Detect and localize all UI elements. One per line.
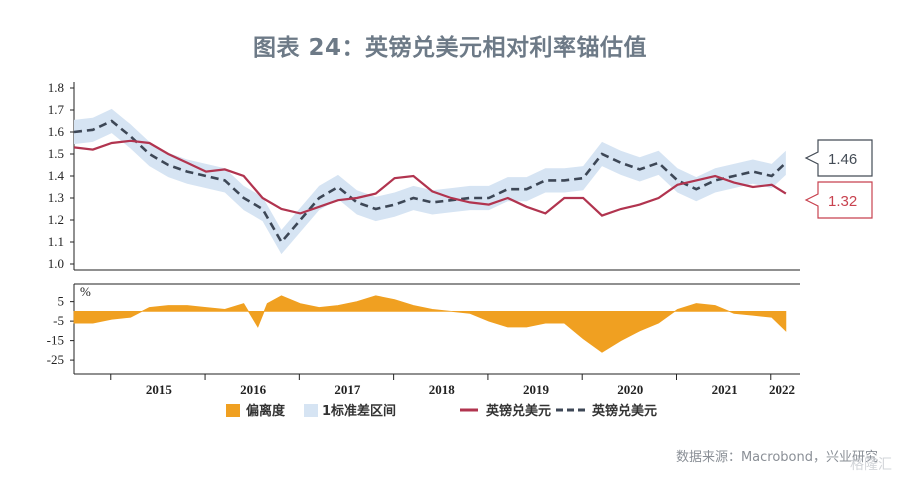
top-panel: 1.8 1.7 1.6 1.5 1.4 1.3 1.2 1.1 1.0 [48, 80, 800, 271]
x-tick-label: 2016 [240, 382, 267, 397]
x-tick-label: 2020 [617, 382, 643, 397]
top-y-tick-label: 1.7 [48, 102, 65, 117]
bottom-y-tick-label: -5 [53, 313, 64, 328]
top-y-tick-label: 1.8 [48, 80, 64, 95]
std-band-area [74, 108, 786, 255]
top-y-tick-label: 1.6 [48, 124, 65, 139]
callout-actual-box [804, 181, 873, 219]
x-tick-label: 2021 [712, 382, 738, 397]
bottom-y-tick-label: 5 [58, 294, 65, 309]
x-tick-label: 2022 [769, 382, 795, 397]
legend-label-band: 1标准差区间 [322, 403, 396, 419]
callouts: 1.46 1.32 [804, 139, 873, 219]
source-note: 数据来源：Macrobond，兴业研究 [675, 450, 878, 465]
x-tick-label: 2019 [523, 382, 550, 397]
x-tick-label: 2015 [146, 382, 173, 397]
x-tick-label: 2018 [429, 382, 456, 397]
legend-label-actual: 英镑兑美元 [485, 403, 551, 419]
top-y-tick-label: 1.5 [48, 146, 64, 161]
x-tick-label: 2017 [334, 382, 361, 397]
legend-label-deviation: 偏离度 [246, 403, 286, 419]
bottom-panel: % 5 -5 -15 -25 [47, 283, 800, 374]
watermark: 格隆汇 [850, 457, 892, 473]
callout-model-box [804, 139, 873, 177]
top-y-tick-label: 1.4 [48, 168, 65, 183]
series-line-model [73, 119, 787, 245]
legend-label-model: 英镑兑美元 [591, 403, 657, 419]
series-line-actual [73, 139, 787, 217]
top-y-tick-label: 1.2 [48, 212, 64, 227]
bottom-y-unit: % [80, 284, 91, 299]
deviation-area [73, 295, 787, 353]
legend: 偏离度 1标准差区间 英镑兑美元 英镑兑美元 [226, 403, 657, 419]
top-y-tick-label: 1.1 [48, 234, 64, 249]
top-y-tick-label: 1.0 [48, 256, 64, 271]
chart-title: 图表 24：英镑兑美元相对利率锚估值 [252, 35, 647, 61]
legend-swatch-deviation [226, 404, 240, 417]
callout-actual-value: 1.32 [828, 193, 857, 210]
bottom-y-tick-label: -25 [47, 352, 64, 367]
x-axis: 2015 2016 2017 2018 2019 2020 2021 2022 [74, 373, 800, 397]
bottom-y-tick-label: -15 [47, 333, 64, 348]
callout-model-value: 1.46 [828, 151, 857, 168]
legend-swatch-band [304, 404, 318, 417]
top-y-tick-label: 1.3 [48, 190, 64, 205]
